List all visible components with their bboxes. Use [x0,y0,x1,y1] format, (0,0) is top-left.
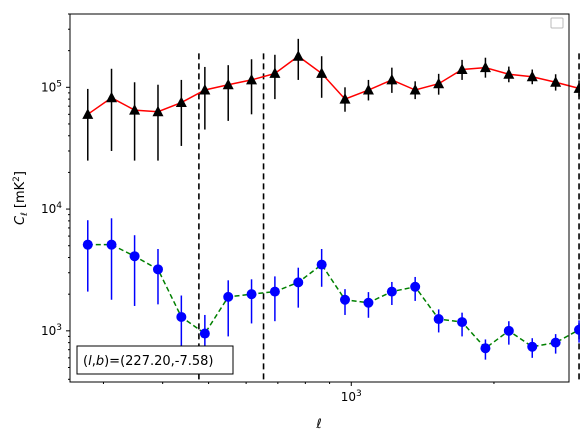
error-bars [87,38,580,363]
series-2-point [386,286,397,297]
series-1-point [526,70,538,82]
series-2-point [199,328,210,339]
series-2-point [152,264,163,275]
series-2-point [457,317,468,328]
series-1-point [82,108,94,119]
series-2-point [340,294,351,305]
y-tick-label: 105 [41,79,62,94]
series-2-point [246,289,257,300]
series-1-point [222,78,234,90]
series-2-point [129,251,140,262]
series-1-point [106,91,118,103]
svg-text:Cℓ [mK2]: Cℓ [mK2] [12,171,30,225]
y-axis-label: Cℓ [mK2] [12,171,30,225]
series-2-point [269,286,280,297]
series-2-point [293,277,304,288]
y-tick-label: 104 [41,201,62,216]
series-1-point [246,73,258,85]
series-2-point [223,291,234,302]
x-tick-label: 103 [341,389,362,404]
legend-box[interactable] [550,17,564,29]
x-axis-label: ℓ [315,417,321,432]
data-markers [82,50,580,354]
series-connecting-lines [87,55,580,350]
y-tick-label: 103 [41,323,62,338]
y-axis-ticks: 103 104 105 [41,13,70,380]
series-2-point [176,311,187,322]
series-1-point [129,104,141,115]
coordinates-annotation: (l,b)=(227.20,-7.58) [76,345,234,375]
series-2-point [433,314,444,325]
series-1-point [362,84,374,95]
series-1-point [339,93,351,104]
series-2-point [480,343,491,354]
series-2-point [106,239,117,250]
series-1-point [409,84,421,95]
series-2-point [316,259,327,270]
series-1-point [199,84,211,95]
series-2-point [574,324,580,335]
series-2-point [503,325,514,336]
series-2-point [550,337,561,348]
series-1-point [433,77,445,89]
vertical-dashed-lines [198,53,580,382]
plot-frame [69,13,570,383]
series-1-point [316,67,328,78]
series-1-point [573,82,580,93]
series-1-point [175,96,187,108]
svg-text:(l,b)=(227.20,-7.58): (l,b)=(227.20,-7.58) [83,354,213,369]
x-axis-ticks: 103 [102,382,495,404]
series-1-point [550,76,562,87]
series-1-point [386,73,398,85]
series-1-point [269,67,281,78]
series-1-point [292,50,304,61]
series-1-point [503,68,515,79]
series-1-point [479,61,491,73]
series-1-line [87,55,580,115]
series-1-point [456,63,468,75]
series-2-point [410,281,421,292]
series-2-point [527,341,538,352]
series-2-point [82,239,93,250]
series-2-point [363,297,374,308]
series-1-point [152,105,164,117]
